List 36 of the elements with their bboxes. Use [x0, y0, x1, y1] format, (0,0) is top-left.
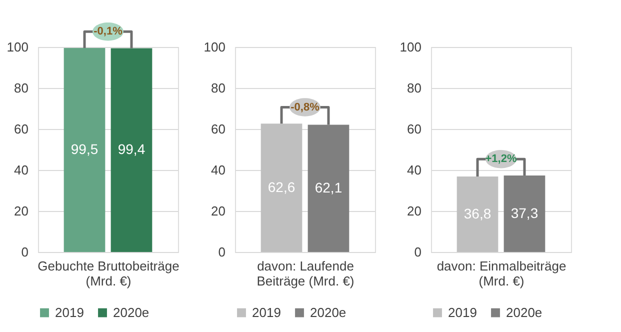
y-tick-label: 0	[414, 244, 422, 260]
annotation: -0,8%	[290, 101, 320, 114]
legend-label: 2019	[252, 304, 281, 320]
y-tick-label: 80	[14, 80, 28, 96]
annotation: +1,2%	[485, 153, 517, 166]
y-tick-label: 100	[204, 40, 226, 54]
y-tick-label: 100	[6, 40, 28, 54]
y-tick-label: 20	[211, 204, 226, 218]
x-tick-label: davon: Einmalbeiträge (Mrd. €)	[436, 258, 566, 288]
y-tick-label: 40	[211, 162, 226, 178]
y-tick-label: 100	[400, 40, 422, 54]
y-tick-label: 60	[407, 122, 422, 136]
text: -0,1%	[94, 26, 123, 38]
y-tick-label: 40	[14, 162, 28, 178]
y-tick-label: 0	[21, 244, 28, 260]
x-tick-label: Gebuchte Bruttobeiträge (Mrd. €)	[38, 258, 180, 288]
y-tick-label: 20	[14, 204, 28, 218]
y-tick-label: 80	[407, 80, 422, 96]
data-label: 62,1	[314, 179, 342, 196]
legend-label: 2019	[55, 304, 84, 320]
y-tick-label: 60	[14, 122, 28, 136]
legend-label: 2019	[448, 304, 477, 320]
x-tick-label: davon: Laufende Beiträge (Mrd. €)	[256, 258, 354, 288]
y-tick-label: 80	[211, 80, 226, 96]
data-label: 62,6	[268, 178, 296, 195]
y-tick-label: 0	[218, 244, 226, 260]
data-label: 99,4	[118, 141, 146, 158]
data-label: 99,5	[70, 141, 98, 158]
legend-label: 2020e	[113, 304, 150, 320]
legend-label: 2020e	[506, 304, 542, 320]
data-label: 36,8	[464, 205, 492, 222]
legend-label: 2020e	[310, 304, 346, 320]
data-label: 37,3	[510, 204, 538, 221]
y-tick-label: 60	[211, 122, 226, 136]
y-tick-label: 40	[407, 162, 422, 178]
y-tick-label: 20	[407, 204, 422, 218]
